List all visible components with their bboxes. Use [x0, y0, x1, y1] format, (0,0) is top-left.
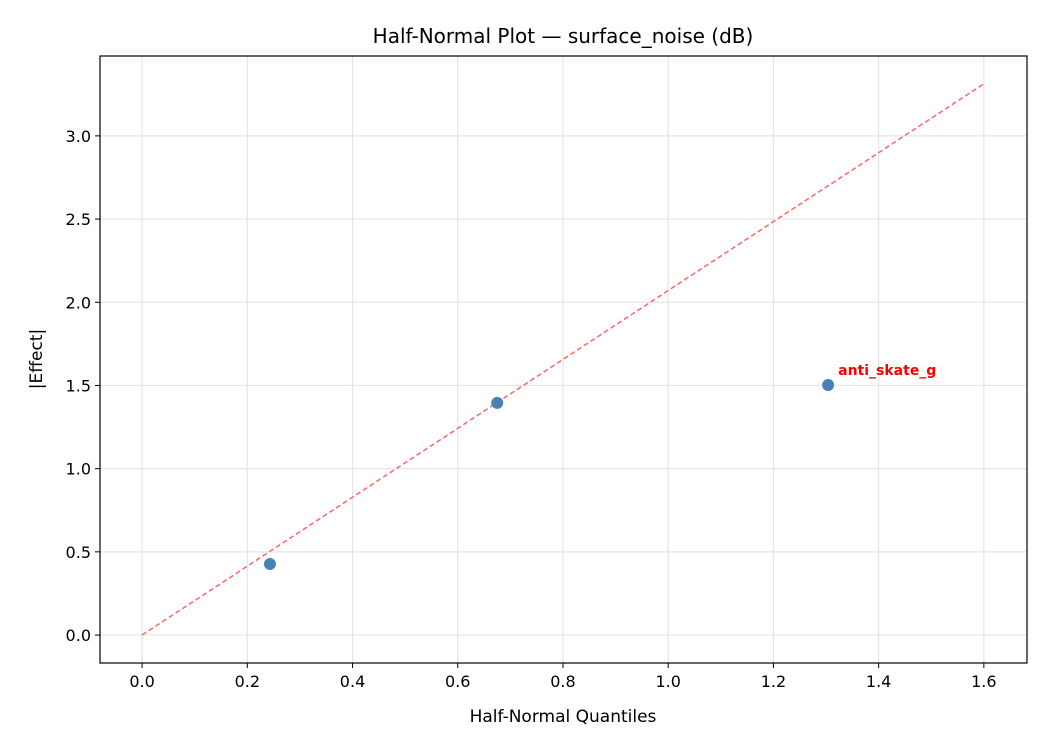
chart-title: Half-Normal Plot — surface_noise (dB): [373, 24, 754, 48]
x-tick-label: 1.6: [971, 672, 996, 691]
y-tick-label: 2.5: [66, 210, 91, 229]
x-axis-label: Half-Normal Quantiles: [470, 707, 657, 727]
x-tick-label: 1.0: [655, 672, 680, 691]
x-tick-label: 0.6: [445, 672, 470, 691]
grid: [100, 56, 1027, 663]
data-point: [822, 378, 835, 391]
x-tick-label: 0.4: [340, 672, 365, 691]
points-group: anti_skate_g: [263, 363, 936, 570]
data-point: [491, 396, 504, 409]
x-tick-label: 0.0: [129, 672, 154, 691]
data-point: [263, 557, 276, 570]
y-tick-label: 3.0: [66, 127, 91, 146]
point-annotation: anti_skate_g: [838, 363, 936, 379]
x-tick-label: 0.2: [235, 672, 260, 691]
y-axis-label: |Effect|: [27, 329, 47, 389]
y-tick-label: 1.0: [66, 460, 91, 479]
x-tick-label: 1.2: [761, 672, 786, 691]
plot-frame: [99, 55, 1028, 664]
x-axis-ticks: 0.0 0.2 0.4 0.6 0.8 1.0 1.2 1.4 1.6: [129, 663, 997, 691]
x-tick-label: 0.8: [550, 672, 575, 691]
y-tick-label: 1.5: [66, 376, 91, 395]
y-tick-label: 0.0: [66, 626, 91, 645]
y-tick-label: 0.5: [66, 543, 91, 562]
y-axis-ticks: 0.0 0.5 1.0 1.5 2.0 2.5 3.0: [66, 127, 100, 645]
y-tick-label: 2.0: [66, 293, 91, 312]
x-tick-label: 1.4: [866, 672, 891, 691]
